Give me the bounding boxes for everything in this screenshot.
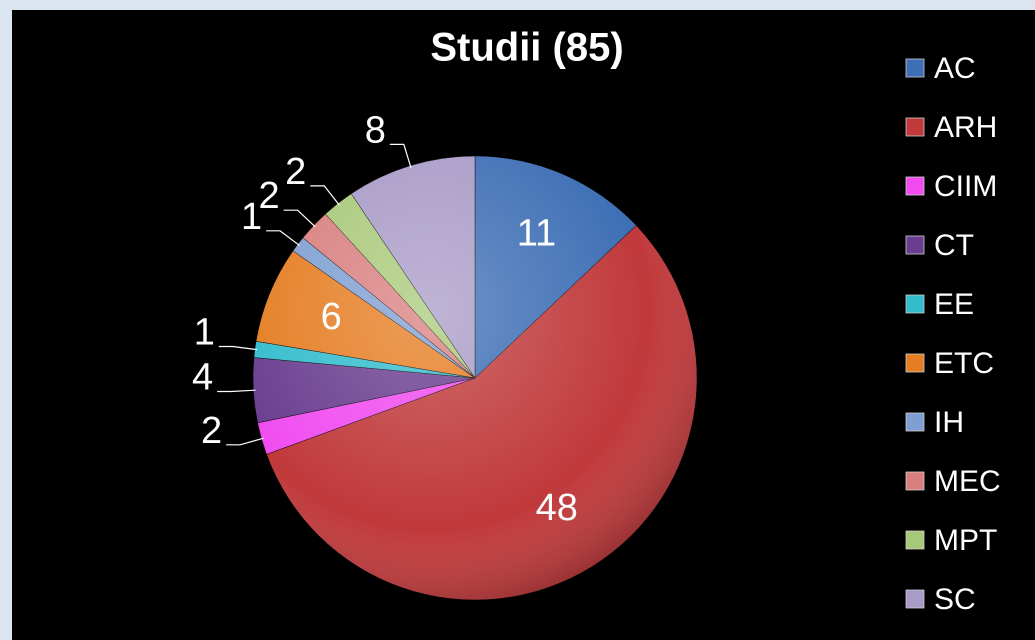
legend-label: MPT bbox=[934, 524, 997, 557]
legend-swatch bbox=[905, 235, 925, 255]
legend-swatch bbox=[905, 471, 925, 491]
data-label: 4 bbox=[192, 357, 213, 399]
legend-swatch bbox=[905, 530, 925, 550]
legend-swatch bbox=[905, 294, 925, 314]
data-label: 1 bbox=[194, 312, 215, 354]
data-label: 11 bbox=[517, 212, 556, 254]
legend-label: MEC bbox=[934, 465, 1001, 498]
leader-line bbox=[218, 345, 258, 351]
data-label: 8 bbox=[365, 109, 386, 151]
legend-label: AC bbox=[934, 52, 976, 85]
legend-swatch bbox=[905, 589, 925, 609]
legend-label: EE bbox=[934, 288, 974, 321]
legend-label: CT bbox=[934, 229, 974, 262]
chart-title: Studii (85) bbox=[430, 26, 623, 70]
legend-swatch bbox=[905, 412, 925, 432]
data-label: 2 bbox=[258, 175, 279, 217]
legend-swatch bbox=[905, 58, 925, 78]
legend-swatch bbox=[905, 117, 925, 137]
legend-label: CIIM bbox=[934, 170, 997, 203]
data-label: 48 bbox=[536, 487, 578, 529]
legend-label: SC bbox=[934, 583, 976, 616]
data-label: 6 bbox=[321, 296, 342, 338]
data-label: 2 bbox=[201, 410, 222, 452]
legend-label: IH bbox=[934, 406, 964, 439]
legend-swatch bbox=[905, 176, 925, 196]
leader-line bbox=[217, 389, 256, 393]
data-label: 2 bbox=[285, 151, 306, 193]
legend-label: ARH bbox=[934, 111, 997, 144]
legend-swatch bbox=[905, 353, 925, 373]
legend-label: ETC bbox=[934, 347, 994, 380]
